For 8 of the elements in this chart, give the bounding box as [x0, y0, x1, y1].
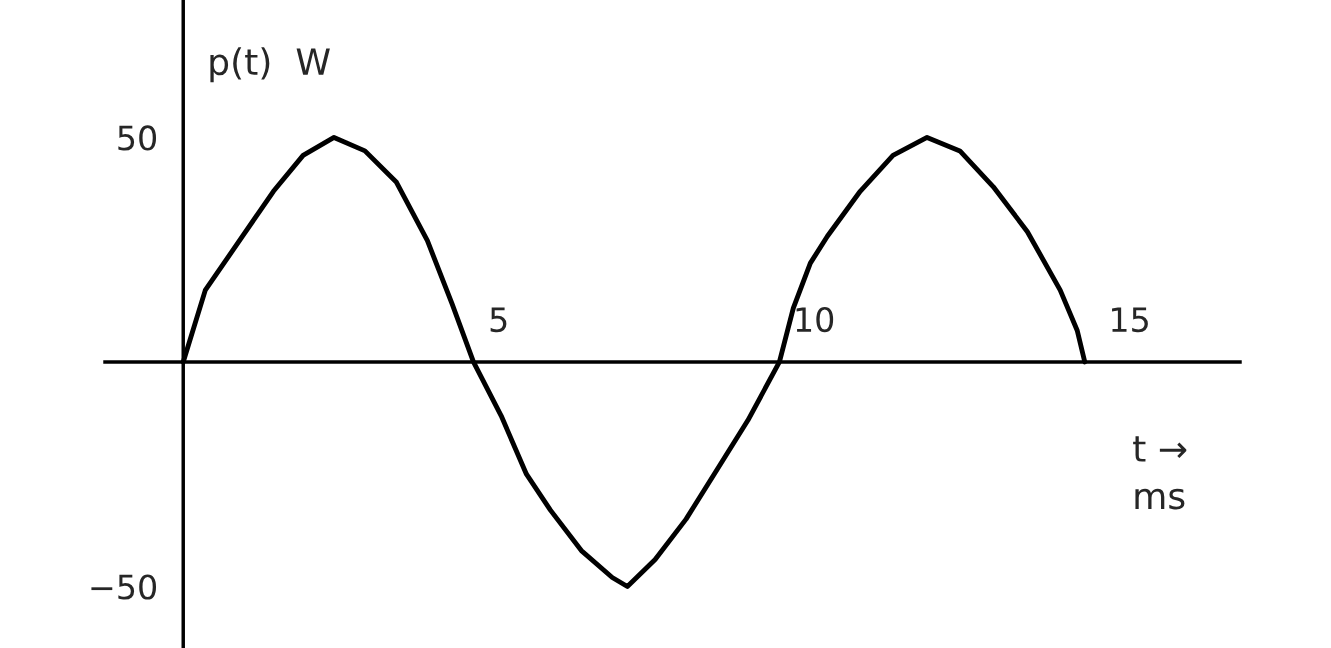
- x-tick-label: 5: [490, 307, 507, 333]
- y-axis-title: p(t) W: [210, 47, 330, 83]
- x-tick-label: 15: [1112, 307, 1148, 333]
- x-axis-title: t →: [1133, 436, 1187, 462]
- y-tick-label: −50: [91, 574, 157, 600]
- x-tick-label: 10: [796, 306, 834, 333]
- y-tick-label: 50: [118, 125, 157, 151]
- annotation: ms: [1135, 488, 1185, 510]
